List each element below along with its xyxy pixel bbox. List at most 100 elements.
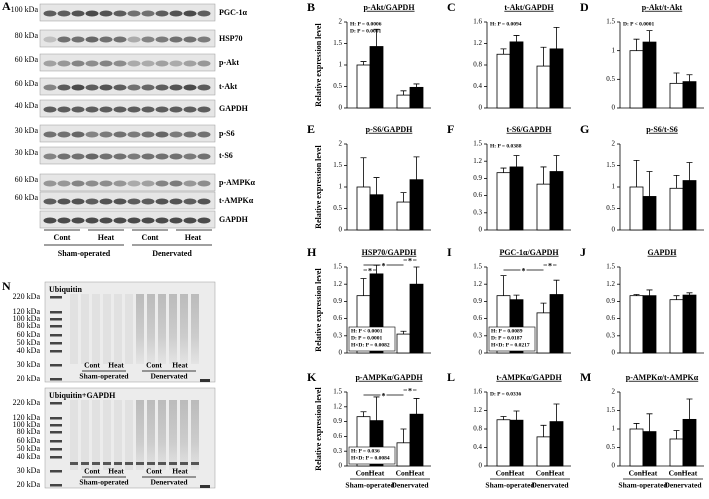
blot-band bbox=[197, 153, 211, 160]
marker-label: 30 kDa bbox=[17, 466, 41, 475]
significance-mark: * bbox=[522, 266, 526, 275]
blot-band bbox=[43, 60, 57, 67]
bar bbox=[549, 294, 564, 354]
error-bar bbox=[373, 177, 380, 195]
blot-band bbox=[71, 60, 85, 67]
bar bbox=[629, 186, 644, 231]
bar bbox=[536, 183, 551, 231]
annotation: D: P = 0.0001 bbox=[350, 28, 381, 34]
chart-title: p-AMPKα/t-AMPKα bbox=[626, 373, 699, 382]
annotation: H×D: P = 0.0084 bbox=[351, 455, 390, 461]
lane-smear bbox=[125, 294, 133, 364]
lane-smear bbox=[114, 400, 122, 470]
bar bbox=[496, 172, 511, 231]
panel-letter: G bbox=[580, 122, 589, 136]
y-tick-label: 1.2 bbox=[473, 280, 482, 288]
error-bar bbox=[540, 166, 547, 185]
blot-band bbox=[85, 217, 99, 224]
marker-label: 100 kDa bbox=[13, 314, 41, 323]
x-tick-label: Heat bbox=[369, 469, 385, 478]
ladder-band bbox=[50, 378, 62, 381]
marker-label: 80 kDa bbox=[15, 31, 39, 40]
blot-band bbox=[183, 60, 197, 67]
blot-strip bbox=[39, 3, 216, 22]
gapdh-band bbox=[169, 462, 177, 465]
error-bar bbox=[500, 416, 507, 420]
lane-smear bbox=[70, 294, 78, 364]
blot-strip bbox=[39, 173, 216, 192]
y-tick-label: 0 bbox=[479, 104, 483, 112]
blot-band bbox=[127, 84, 141, 91]
marker-label: 50 kDa bbox=[17, 444, 41, 453]
bar bbox=[356, 64, 371, 109]
significance-mark: * bbox=[408, 256, 412, 265]
blot-band bbox=[141, 217, 155, 224]
bar bbox=[682, 81, 697, 109]
bar bbox=[682, 294, 697, 354]
blot-band bbox=[127, 153, 141, 160]
y-tick-label: 0 bbox=[612, 349, 616, 357]
x-tick-label: Cont bbox=[669, 469, 685, 478]
y-axis-label: Relative expression level bbox=[314, 387, 323, 471]
error-bar bbox=[633, 423, 640, 429]
bar bbox=[549, 171, 564, 231]
blot-band bbox=[127, 10, 141, 17]
error-bar bbox=[513, 35, 520, 42]
blot-band bbox=[57, 84, 71, 91]
blot-band bbox=[155, 36, 169, 43]
blot-band bbox=[141, 84, 155, 91]
y-tick-label: 1.5 bbox=[606, 406, 615, 414]
error-bar bbox=[360, 278, 367, 296]
y-tick-label: 1 bbox=[612, 46, 616, 54]
significance-mark: * bbox=[382, 261, 386, 270]
y-tick-label: 1 bbox=[339, 183, 343, 191]
y-tick-label: 1.5 bbox=[333, 388, 342, 396]
lane-label: Heat bbox=[98, 233, 115, 242]
blot-band bbox=[43, 131, 57, 138]
lane-smear bbox=[81, 294, 89, 364]
bar bbox=[669, 82, 684, 109]
y-tick-label: 1.5 bbox=[606, 18, 615, 26]
chart-title: t-AMPKα/GAPDH bbox=[496, 373, 562, 382]
bar bbox=[536, 436, 551, 467]
annotation: H×D: P = 0.0082 bbox=[351, 342, 390, 348]
error-bar bbox=[540, 46, 547, 67]
y-tick-label: 0 bbox=[479, 462, 483, 470]
group-label: Denervated bbox=[150, 372, 188, 381]
lane-label: Cont bbox=[84, 361, 100, 370]
annotation: H: P = 0.036 bbox=[351, 448, 380, 454]
annotation: D: P = 0.0187 bbox=[491, 335, 522, 341]
y-tick-label: 1 bbox=[612, 425, 616, 433]
ladder-band bbox=[50, 431, 62, 434]
annotation-box bbox=[488, 326, 536, 352]
panel-letter: K bbox=[307, 370, 317, 384]
bar bbox=[629, 295, 644, 354]
blot-band bbox=[57, 10, 71, 17]
y-tick-label: 1.5 bbox=[333, 39, 342, 47]
significance-gap bbox=[407, 257, 413, 263]
significance-gap bbox=[380, 392, 387, 398]
blot-band bbox=[197, 198, 211, 205]
blot-band bbox=[141, 106, 155, 113]
blot-band bbox=[169, 84, 183, 91]
blot-band bbox=[43, 36, 57, 43]
y-tick-label: 0.4 bbox=[473, 443, 482, 451]
ladder-band bbox=[50, 311, 62, 314]
blot-band bbox=[71, 153, 85, 160]
blot-strip bbox=[39, 210, 216, 229]
y-axis-label: Relative expression level bbox=[314, 23, 323, 107]
gapdh-band bbox=[191, 462, 199, 465]
y-tick-label: 0.5 bbox=[606, 75, 615, 83]
bar bbox=[496, 419, 511, 467]
y-tick-label: 0 bbox=[339, 104, 343, 112]
bar bbox=[642, 41, 657, 109]
y-tick-label: 0.9 bbox=[333, 417, 342, 425]
significance-gap bbox=[520, 267, 527, 273]
error-bar bbox=[673, 72, 680, 84]
error-bar bbox=[646, 30, 653, 43]
bar bbox=[669, 299, 684, 354]
error-bar bbox=[400, 90, 407, 96]
chart-title: p-S6/t-S6 bbox=[646, 125, 678, 134]
y-tick-label: 0 bbox=[612, 462, 616, 470]
ladder-band bbox=[200, 379, 210, 382]
